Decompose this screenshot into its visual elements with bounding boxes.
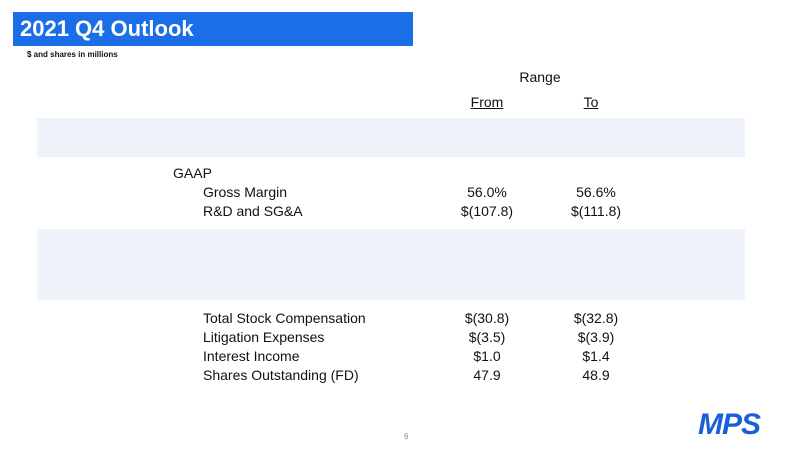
section-heading: GAAP	[173, 165, 212, 181]
row-label: Shares Outstanding (FD)	[203, 367, 359, 383]
subtitle: $ and shares in millions	[27, 50, 118, 59]
logo: MPS	[698, 408, 761, 441]
to-value: $(32.8)	[573, 310, 619, 326]
to-value: $1.4	[582, 348, 610, 364]
row-label: Interest Income	[203, 348, 300, 364]
to-value: 48.9	[582, 367, 610, 383]
to-value: $(111.8)	[570, 203, 622, 219]
page-number: 6	[404, 432, 409, 441]
to-value: $(3.9)	[577, 329, 615, 345]
row-band	[37, 229, 745, 300]
row-label: Litigation Expenses	[203, 329, 325, 345]
group-header: Range	[519, 69, 561, 85]
row-band	[37, 118, 745, 157]
row-label: R&D and SG&A	[203, 203, 303, 219]
from-value: $(107.8)	[460, 203, 514, 219]
from-value: 47.9	[473, 367, 501, 383]
from-value: $1.0	[473, 348, 501, 364]
from-value: $(3.5)	[468, 329, 506, 345]
column-header: To	[583, 94, 599, 110]
from-value: $(30.8)	[464, 310, 510, 326]
title-bar	[13, 12, 413, 46]
column-header: From	[470, 94, 504, 110]
title: 2021 Q4 Outlook	[20, 16, 194, 41]
row-label: Total Stock Compensation	[203, 310, 366, 326]
to-value: 56.6%	[576, 184, 616, 200]
from-value: 56.0%	[467, 184, 507, 200]
row-label: Gross Margin	[203, 184, 288, 200]
